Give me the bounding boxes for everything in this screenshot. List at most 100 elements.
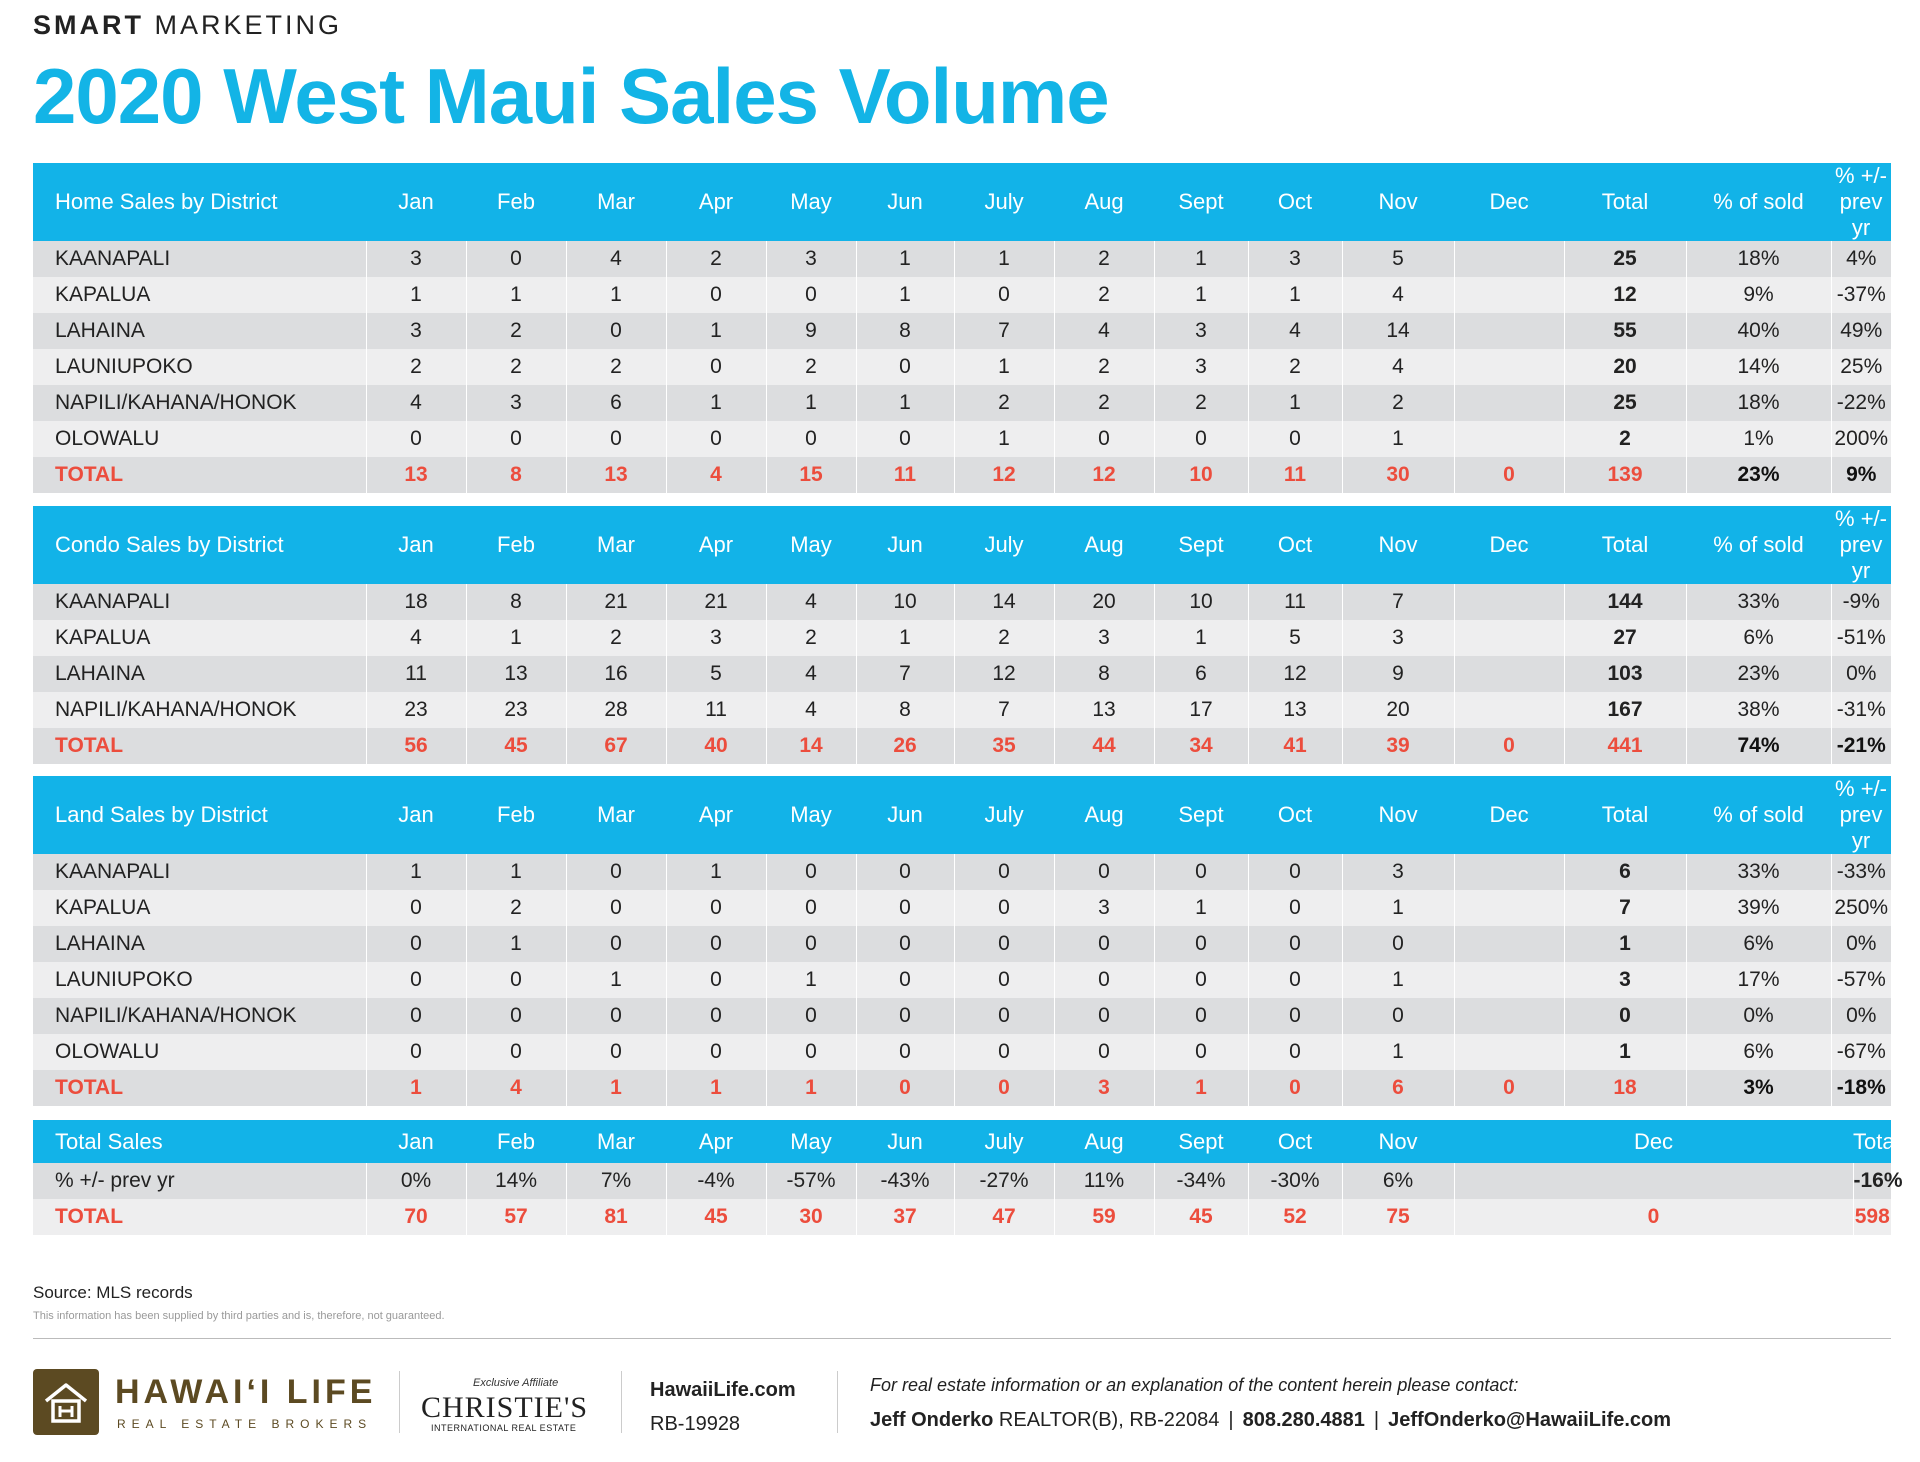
table-row: KAPALUA 0 2 0 0 0 0 0 3 1 0 1 7 39% 250% — [33, 890, 1891, 926]
month-cell: 11% — [1054, 1163, 1155, 1199]
month-cell: 0 — [954, 998, 1055, 1034]
month-cell: 0 — [666, 277, 767, 313]
month-cell: 3 — [366, 313, 467, 349]
month-cell: 0 — [856, 349, 955, 385]
month-cell: 1 — [366, 854, 467, 890]
month-cell: 6 — [566, 385, 667, 421]
month-header: Oct — [1248, 776, 1343, 854]
month-cell: 11 — [666, 692, 767, 728]
total-cell: 144 — [1564, 584, 1687, 620]
month-cell: 0 — [566, 926, 667, 962]
month-cell: 45 — [1154, 1199, 1249, 1235]
month-header: Apr — [666, 163, 767, 241]
month-cell: 1 — [1154, 620, 1249, 656]
affiliate-subtitle: INTERNATIONAL REAL ESTATE — [431, 1423, 577, 1433]
pct-sold-cell: 74% — [1686, 728, 1832, 764]
page-header: SMART MARKETING 2020 West Maui Sales Vol… — [33, 10, 1110, 142]
month-cell: 14 — [1342, 313, 1455, 349]
month-cell: 13 — [1054, 692, 1155, 728]
month-cell: 0 — [954, 890, 1055, 926]
table-row: KAPALUA 1 1 1 0 0 1 0 2 1 1 4 12 9% -37% — [33, 277, 1891, 313]
month-cell — [1454, 313, 1565, 349]
month-cell: 81 — [566, 1199, 667, 1235]
month-cell: 9 — [1342, 656, 1455, 692]
total-cell: 6 — [1564, 854, 1687, 890]
total-header: Total — [1853, 1120, 1899, 1163]
month-cell: 4 — [366, 385, 467, 421]
month-header: Aug — [1054, 1120, 1154, 1163]
month-cell: 0 — [954, 926, 1055, 962]
month-cell: 0 — [466, 998, 567, 1034]
month-cell: 2 — [954, 385, 1055, 421]
table-row: NAPILI/KAHANA/HONOK 23 23 28 11 4 8 7 13 17 13 20 16… — [33, 692, 1891, 728]
month-header: Jun — [856, 163, 955, 241]
total-cell: 1 — [1564, 1034, 1687, 1070]
month-cell: 14 — [954, 584, 1055, 620]
month-cell: 0 — [1248, 926, 1343, 962]
month-header: Jan — [366, 776, 467, 854]
month-cell: 0 — [856, 890, 955, 926]
month-cell: 1 — [766, 962, 857, 998]
month-cell: 5 — [1342, 241, 1455, 277]
disclaimer-note: This information has been supplied by th… — [33, 1310, 445, 1322]
month-cell: 11 — [1248, 584, 1343, 620]
district-cell: KAANAPALI — [33, 854, 367, 890]
table-row: LAUNIUPOKO 2 2 2 0 2 0 1 2 3 2 4 20 14% 25% — [33, 349, 1891, 385]
agent-email[interactable]: JeffOnderko@HawaiiLife.com — [1388, 1409, 1672, 1431]
month-cell: 0 — [1248, 998, 1343, 1034]
district-cell: TOTAL — [33, 1199, 367, 1235]
month-cell: 67 — [566, 728, 667, 764]
month-header: Feb — [466, 776, 567, 854]
month-cell: 9 — [766, 313, 857, 349]
month-header: Mar — [566, 1120, 666, 1163]
total-row: TOTAL 13 8 13 4 15 11 12 12 10 11 30 0 139 23% 9% — [33, 457, 1891, 493]
month-cell: 2 — [566, 349, 667, 385]
month-cell: -27% — [954, 1163, 1055, 1199]
month-cell: 4 — [366, 620, 467, 656]
month-cell: 56 — [366, 728, 467, 764]
month-cell: 0 — [954, 1070, 1055, 1106]
pct-sold-cell: 3% — [1686, 1070, 1832, 1106]
pct-sold-cell: 6% — [1686, 1034, 1832, 1070]
month-cell: 0 — [466, 241, 567, 277]
month-cell: 52 — [1248, 1199, 1343, 1235]
month-cell: 1 — [1342, 1034, 1455, 1070]
month-cell: 0 — [666, 349, 767, 385]
month-cell: 23 — [466, 692, 567, 728]
month-header: Mar — [566, 776, 667, 854]
district-cell: LAHAINA — [33, 656, 367, 692]
month-cell: 10 — [1154, 584, 1249, 620]
month-cell: 0 — [856, 854, 955, 890]
month-header: May — [766, 163, 857, 241]
website-link[interactable]: HawaiiLife.com — [650, 1379, 796, 1401]
month-cell: 4 — [1054, 313, 1155, 349]
month-cell: 0 — [1248, 854, 1343, 890]
month-cell — [1454, 656, 1565, 692]
month-cell: 0 — [1454, 457, 1565, 493]
section-heading: Home Sales by District — [33, 163, 367, 241]
pct-sold-header: % of sold — [1686, 776, 1832, 854]
agent-phone[interactable]: 808.280.4881 — [1242, 1409, 1365, 1431]
land-sales-section: Land Sales by District Jan Feb Mar Apr May Jun… — [33, 776, 1891, 1106]
month-cell: 11 — [366, 656, 467, 692]
month-cell: 2 — [1248, 349, 1343, 385]
footer-separator — [399, 1371, 400, 1433]
change-cell: -18% — [1831, 1070, 1891, 1106]
month-cell: 45 — [666, 1199, 767, 1235]
district-cell: KAANAPALI — [33, 584, 367, 620]
month-cell: -4% — [666, 1163, 767, 1199]
month-cell: 1 — [566, 1070, 667, 1106]
month-cell: 4 — [1248, 313, 1343, 349]
month-cell: 0 — [366, 890, 467, 926]
table-row: KAANAPALI 18 8 21 21 4 10 14 20 10 11 7 144 33% -9% — [33, 584, 1891, 620]
month-cell — [1454, 620, 1565, 656]
month-header: Apr — [666, 776, 767, 854]
month-cell: 3 — [1054, 890, 1155, 926]
pct-sold-cell: 14% — [1686, 349, 1832, 385]
month-cell: 4 — [666, 457, 767, 493]
total-cell: 441 — [1564, 728, 1687, 764]
month-cell: 0 — [1454, 1199, 1854, 1235]
month-cell: 1 — [1248, 385, 1343, 421]
month-cell: 0 — [954, 962, 1055, 998]
month-header: July — [954, 163, 1055, 241]
